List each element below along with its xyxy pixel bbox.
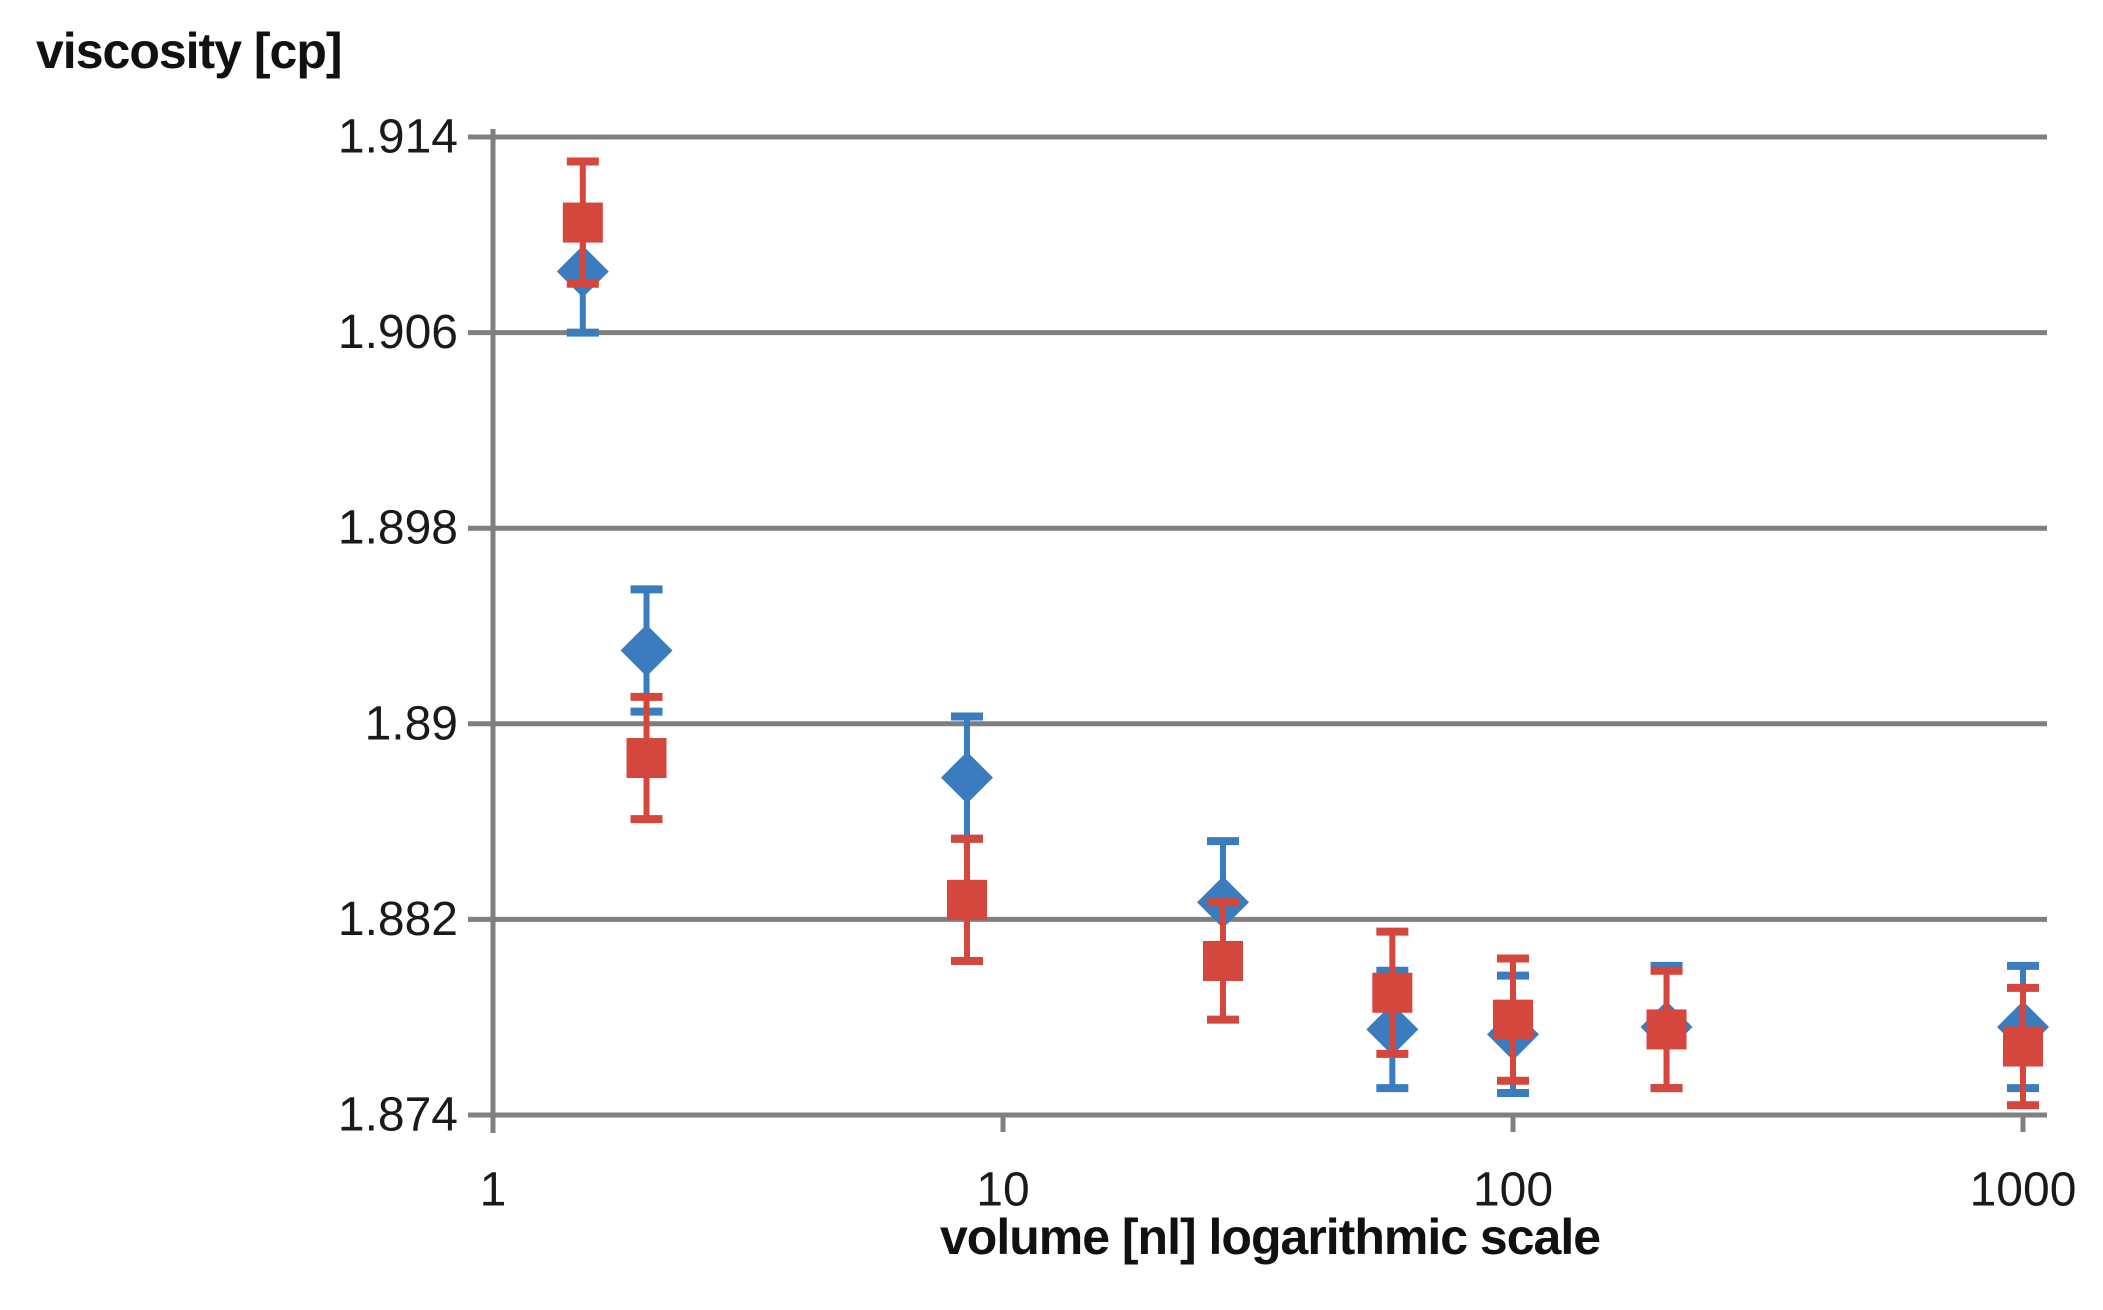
- data-point-square: [626, 738, 667, 779]
- data-point-square: [562, 202, 603, 243]
- x-tick-label: 1: [480, 1164, 507, 1217]
- data-point-square: [947, 879, 988, 920]
- y-tick-label: 1.898: [338, 502, 458, 555]
- data-point-square: [1646, 1009, 1687, 1050]
- data-point-diamond: [941, 751, 994, 804]
- data-point-square: [2003, 1026, 2043, 1067]
- x-tick-label: 10: [976, 1164, 1029, 1217]
- y-tick-label: 1.882: [338, 893, 458, 946]
- y-tick-label: 1.89: [365, 697, 458, 750]
- y-tick-label: 1.914: [338, 111, 458, 164]
- data-point-square: [1372, 972, 1413, 1013]
- y-tick-label: 1.874: [338, 1089, 458, 1142]
- y-tick-label: 1.906: [338, 306, 458, 359]
- x-axis-label: volume [nl] logarithmic scale: [939, 1209, 1601, 1265]
- x-tick-label: 100: [1473, 1164, 1553, 1217]
- chart-title: viscosity [cp]: [36, 23, 343, 79]
- data-point-square: [1202, 940, 1243, 981]
- x-tick-label: 1000: [1970, 1164, 2077, 1217]
- data-point-square: [1493, 999, 1533, 1040]
- data-point-diamond: [620, 624, 673, 677]
